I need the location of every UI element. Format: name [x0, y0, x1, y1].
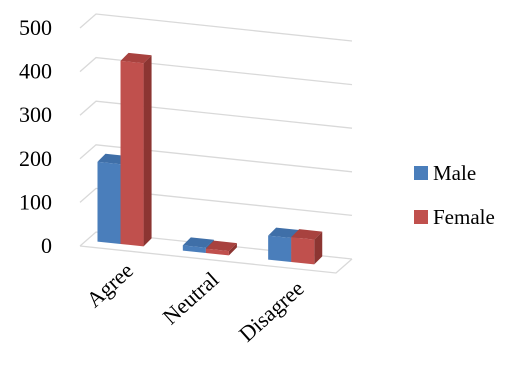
gridline: [79, 231, 353, 260]
chart-floor: [79, 245, 353, 274]
bar-female-disagree: [291, 229, 323, 265]
gridline: [79, 187, 353, 217]
y-tick-label: 0: [41, 233, 52, 258]
y-tick-label: 400: [19, 59, 52, 84]
y-tick-label: 300: [19, 102, 52, 127]
legend: Male Female: [414, 161, 495, 229]
category-labels: Agree Neutral Disagree: [81, 258, 308, 347]
legend-label-female: Female: [433, 205, 495, 229]
gridline: [79, 100, 353, 129]
gridlines: [79, 13, 353, 260]
y-tick-label: 100: [19, 189, 52, 214]
bars: [97, 52, 323, 265]
y-tick-label: 200: [19, 146, 52, 171]
category-label: Agree: [81, 258, 138, 313]
y-axis-ticks: 0 100 200 300 400 500: [19, 15, 52, 258]
y-tick-label: 500: [19, 15, 52, 40]
floor-edge: [79, 245, 353, 274]
gridline: [79, 144, 353, 173]
gridline: [79, 13, 353, 42]
legend-swatch-female: [414, 210, 428, 224]
legend-swatch-male: [414, 166, 428, 180]
gridline: [79, 56, 353, 86]
legend-label-male: Male: [433, 161, 476, 185]
category-label: Disagree: [234, 276, 309, 347]
bar-female-neutral: [205, 240, 237, 256]
category-label: Neutral: [158, 267, 224, 330]
bar-female-agree: [120, 52, 152, 247]
